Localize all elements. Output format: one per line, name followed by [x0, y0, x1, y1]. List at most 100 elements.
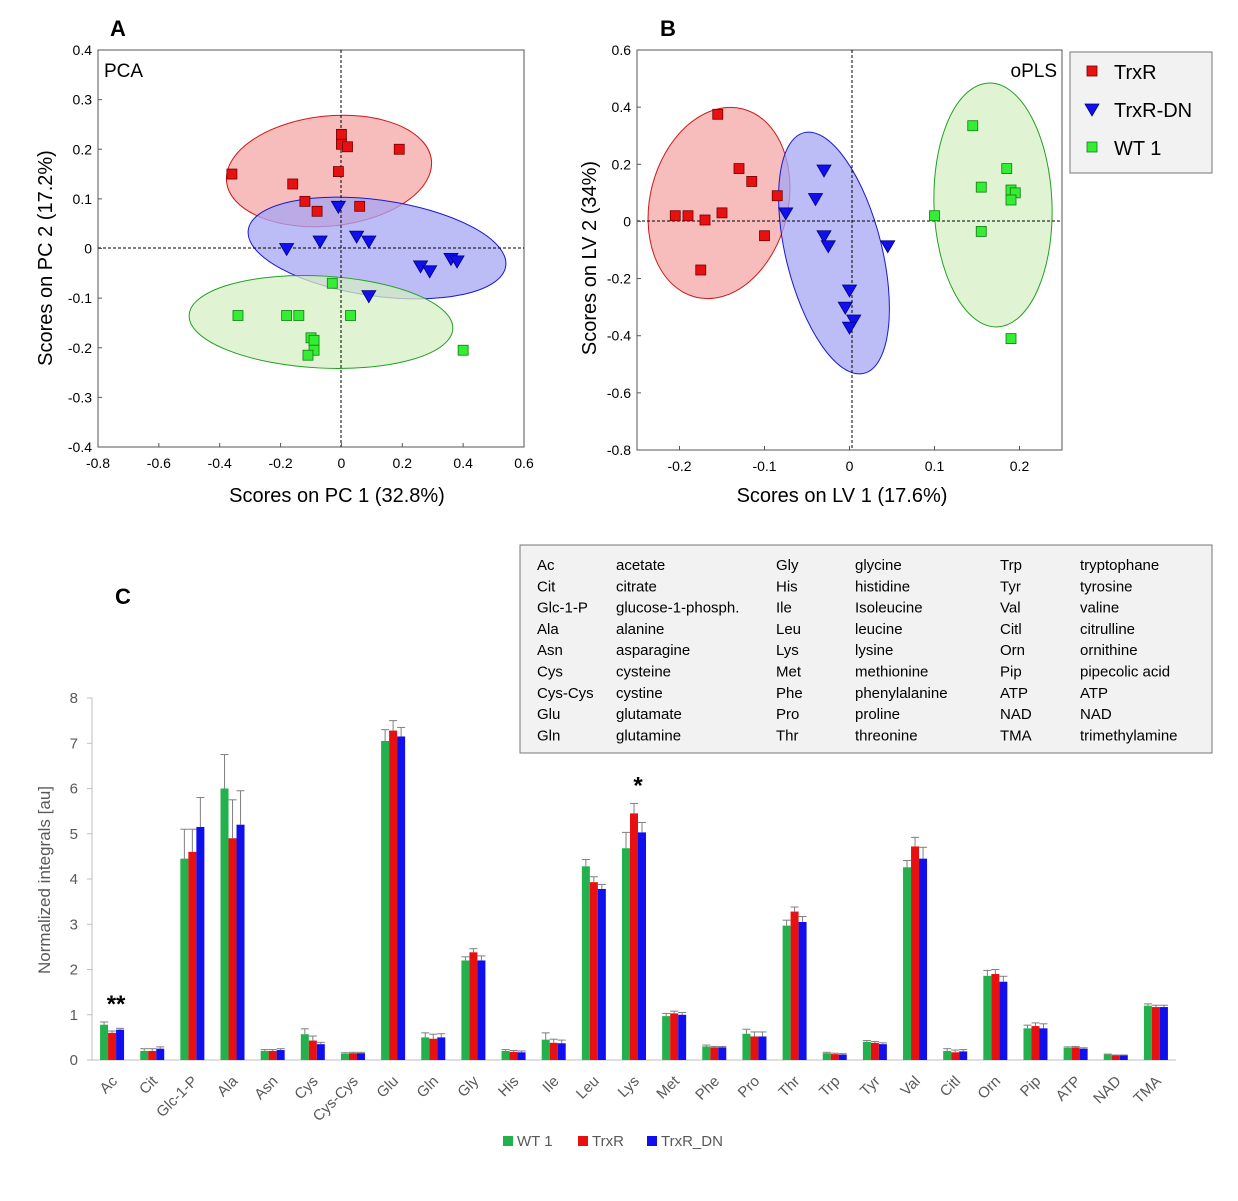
bar-trxr-dn	[156, 1048, 165, 1060]
point-trxr	[311, 205, 323, 217]
x-tick-label: -0.1	[752, 458, 776, 474]
bar-trxr	[710, 1047, 719, 1060]
y-tick-label: 6	[70, 781, 78, 798]
bar-wt-1	[180, 858, 189, 1060]
bar-trxr-dn	[999, 981, 1008, 1060]
bar-trxr-dn	[678, 1014, 687, 1060]
legend-marker-trxr-dn	[1084, 103, 1100, 117]
bar-wt-1	[862, 1041, 871, 1060]
point-wt-1	[1001, 163, 1013, 174]
panel-a-y-axis-title: Scores on PC 2 (17.2%)	[35, 150, 57, 366]
bar-wt-1	[501, 1050, 510, 1060]
bar-trxr-dn	[1159, 1007, 1168, 1060]
bar-trxr	[429, 1038, 438, 1060]
bar-trxr	[1071, 1047, 1080, 1060]
panel-b-x-ticks: -0.2 -0.1 0 0.1 0.2	[667, 446, 1029, 474]
bar-wt-1	[822, 1053, 831, 1060]
x-tick-label: Asn	[251, 1073, 281, 1103]
abbreviation-name: glutamate	[616, 706, 682, 723]
bar-wt-1	[461, 960, 470, 1060]
panel-a-x-ticks: -0.8 -0.6 -0.4 -0.2 0 0.2 0.4 0.6	[86, 443, 534, 471]
x-tick-label: Cys-Cys	[310, 1073, 362, 1125]
point-wt-1	[345, 310, 356, 321]
y-tick-label: 0.6	[612, 42, 632, 58]
panel-a-points	[226, 128, 469, 361]
bar-trxr-dn	[236, 824, 245, 1060]
panel-b-x-axis-title: Scores on LV 1 (17.6%)	[737, 485, 948, 507]
abbreviation-name: trimethylamine	[1080, 727, 1178, 744]
x-tick-label: -0.2	[269, 455, 293, 471]
x-tick-label: ATP	[1053, 1073, 1085, 1105]
abbreviation-name: threonine	[855, 727, 918, 744]
x-tick-label: Lys	[615, 1073, 643, 1101]
y-tick-label: 8	[70, 690, 78, 707]
x-tick-label: Tyr	[857, 1073, 884, 1100]
abbreviation-name: proline	[855, 706, 900, 723]
bar-trxr	[348, 1053, 357, 1060]
x-tick-label: -0.6	[147, 455, 171, 471]
x-tick-label: Met	[653, 1072, 683, 1102]
y-tick-label: -0.6	[607, 385, 631, 401]
point-trxr-dn	[841, 284, 858, 298]
y-tick-label: 4	[70, 871, 78, 888]
abbreviation-name: alanine	[616, 621, 664, 638]
legend-label-trxr-dn: TrxR_DN	[661, 1133, 723, 1150]
bar-trxr	[991, 974, 1000, 1060]
abbreviation-table: Ac acetate Cit citrate Glc-1-P glucose-1-phos…	[519, 544, 1213, 754]
abbreviation-code: TMA	[1000, 727, 1032, 744]
point-trxr	[299, 195, 311, 207]
x-tick-label: 0.1	[925, 458, 945, 474]
bar-trxr-dn	[838, 1054, 847, 1060]
bar-wt-1	[140, 1050, 149, 1060]
point-trxr	[336, 128, 347, 140]
point-trxr	[354, 200, 366, 212]
panel-c-legend: WT 1 TrxR TrxR_DN	[503, 1133, 723, 1150]
bar-trxr	[509, 1051, 518, 1060]
abbreviation-name: acetate	[616, 557, 665, 574]
bar-trxr-dn	[919, 858, 928, 1060]
bar-trxr	[870, 1042, 879, 1060]
point-trxr	[393, 143, 405, 155]
abbreviation-code: NAD	[1000, 706, 1032, 723]
point-trxr-dn	[816, 164, 832, 178]
bar-wt-1	[581, 866, 590, 1060]
abbreviation-code: ATP	[1000, 685, 1028, 702]
bar-trxr	[188, 851, 197, 1060]
bar-wt-1	[421, 1037, 430, 1060]
abbreviation-code: Cys	[537, 664, 563, 681]
abbreviation-code: Ile	[776, 600, 792, 617]
x-tick-label: 0.6	[514, 455, 534, 471]
abbreviation-code: Tyr	[1000, 578, 1021, 595]
abbreviation-name: cystine	[616, 685, 663, 702]
point-trxr-dn	[449, 255, 465, 269]
panel-a-inner-label: PCA	[104, 61, 143, 82]
x-tick-label: Citl	[937, 1073, 964, 1100]
point-trxr-dn	[841, 321, 858, 335]
bar-wt-1	[541, 1039, 550, 1060]
abbreviation-name: glycine	[855, 557, 902, 574]
y-tick-label: 0.2	[73, 141, 93, 157]
point-wt-1	[929, 210, 940, 222]
x-tick-label: Cys	[291, 1073, 321, 1103]
abbreviation-code: Ala	[537, 621, 559, 638]
legend-marker-trxr	[1086, 65, 1098, 77]
bar-wt-1	[742, 1033, 751, 1060]
panel-b-points	[669, 108, 1021, 344]
bar-trxr-dn	[1119, 1055, 1128, 1060]
point-wt-1	[308, 334, 320, 346]
legend-marker-wt	[1086, 141, 1098, 153]
y-tick-label: 0	[70, 1052, 78, 1069]
y-tick-label: 0.3	[73, 92, 93, 108]
x-tick-label: Gly	[454, 1072, 482, 1100]
abbreviation-code: Val	[1000, 600, 1021, 617]
ellipse-trxr-dn	[778, 131, 890, 375]
abbreviation-code: Met	[776, 664, 802, 681]
y-tick-label: 7	[70, 735, 78, 752]
bar-trxr-dn	[758, 1036, 767, 1060]
bar-trxr-dn	[397, 736, 406, 1060]
point-trxr-dn	[348, 230, 365, 244]
point-wt-1	[975, 181, 987, 193]
panel-b-y-axis-title: Scores on LV 2 (34%)	[579, 161, 601, 355]
bar-trxr	[108, 1032, 117, 1060]
y-tick-label: -0.3	[68, 389, 92, 405]
